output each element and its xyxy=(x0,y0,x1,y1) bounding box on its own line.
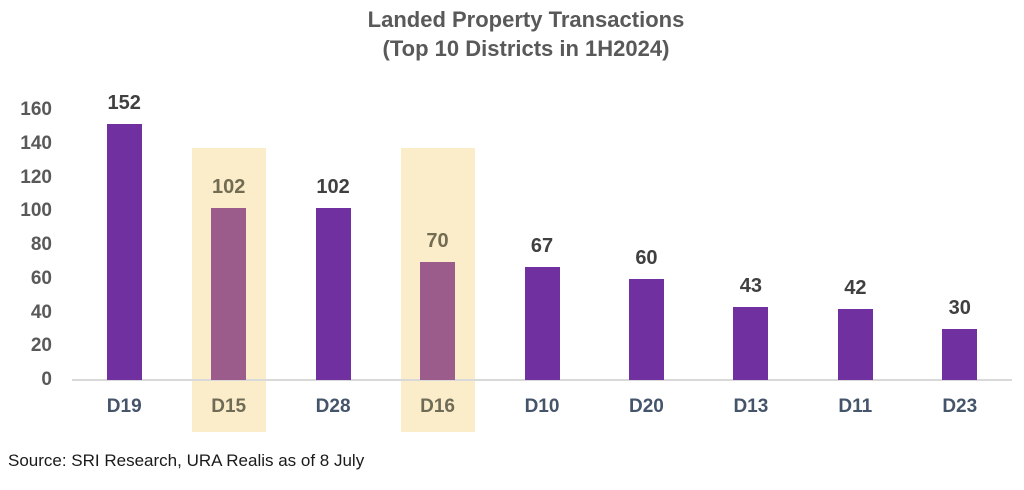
x-axis-line xyxy=(72,379,1012,381)
value-label-d13: 43 xyxy=(739,275,762,298)
y-tick-label: 20 xyxy=(30,335,52,357)
bar-d20 xyxy=(628,278,664,380)
category-label-d16: D16 xyxy=(420,396,455,417)
bar-d15 xyxy=(211,207,247,380)
y-tick-label: 60 xyxy=(30,267,52,289)
category-label-d11: D11 xyxy=(838,396,873,417)
y-tick-label: 100 xyxy=(20,200,52,222)
value-label-d10: 67 xyxy=(530,234,554,257)
y-tick-label: 80 xyxy=(30,234,52,255)
chart-title-line2: (Top 10 Districts in 1H2024) xyxy=(382,36,670,61)
y-tick-label: 160 xyxy=(20,99,52,120)
bar-d28 xyxy=(315,207,351,380)
bar-d13 xyxy=(733,307,769,380)
y-tick-label: 0 xyxy=(41,369,52,390)
y-tick-label: 140 xyxy=(20,132,52,154)
category-label-d28: D28 xyxy=(315,396,351,417)
value-label-d19: 152 xyxy=(107,91,141,114)
category-label-d15: D15 xyxy=(211,396,247,417)
bar-d10 xyxy=(524,266,560,380)
chart-title-line1: Landed Property Transactions xyxy=(367,7,685,32)
chart-title: Landed Property Transactions (Top 10 Dis… xyxy=(28,5,1024,63)
value-label-d15: 102 xyxy=(211,175,246,198)
category-label-d10: D10 xyxy=(524,396,560,417)
bar-d23 xyxy=(942,329,978,380)
category-label-d13: D13 xyxy=(733,396,769,417)
value-label-d16: 70 xyxy=(426,229,449,252)
category-label-d23: D23 xyxy=(942,396,978,417)
bar-d16 xyxy=(420,261,456,380)
y-tick-label: 40 xyxy=(30,301,52,323)
value-label-d28: 102 xyxy=(316,175,350,198)
category-label-d20: D20 xyxy=(629,396,664,417)
y-tick-label: 120 xyxy=(20,166,52,188)
bar-d19 xyxy=(106,123,142,380)
source-note: Source: SRI Research, URA Realis as of 8… xyxy=(8,451,365,470)
value-label-d20: 60 xyxy=(635,246,658,269)
value-label-d11: 42 xyxy=(844,277,867,300)
category-label-d19: D19 xyxy=(106,396,142,417)
value-label-d23: 30 xyxy=(948,297,971,320)
bar-d11 xyxy=(837,309,873,380)
